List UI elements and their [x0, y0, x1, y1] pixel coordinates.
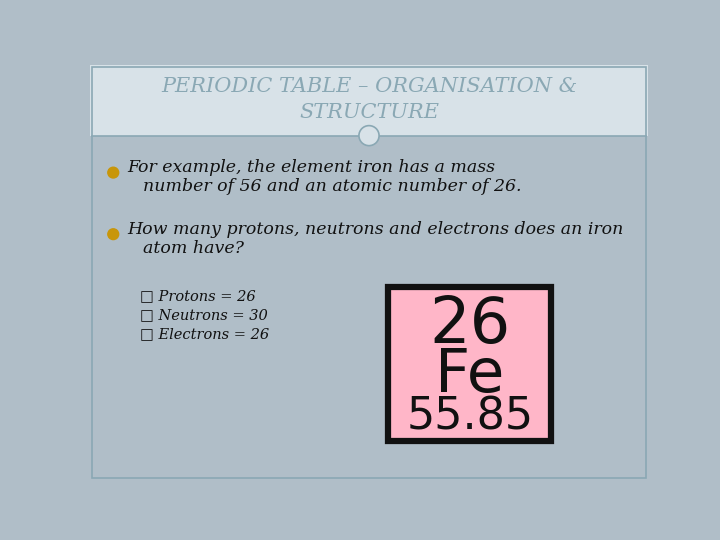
Bar — [90, 65, 648, 136]
Circle shape — [108, 229, 119, 240]
Text: number of 56 and an atomic number of 26.: number of 56 and an atomic number of 26. — [143, 178, 521, 195]
Text: □ Electrons = 26: □ Electrons = 26 — [140, 327, 269, 341]
Text: 55.85: 55.85 — [406, 396, 534, 439]
Text: How many protons, neutrons and electrons does an iron: How many protons, neutrons and electrons… — [127, 221, 624, 238]
Circle shape — [108, 167, 119, 178]
Circle shape — [359, 126, 379, 146]
Text: □ Protons = 26: □ Protons = 26 — [140, 289, 256, 303]
Text: STRUCTURE: STRUCTURE — [299, 103, 439, 122]
Text: atom have?: atom have? — [143, 240, 243, 256]
Text: PERIODIC TABLE – ORGANISATION &: PERIODIC TABLE – ORGANISATION & — [161, 77, 577, 96]
Text: Fe: Fe — [435, 346, 505, 404]
Text: 26: 26 — [429, 294, 510, 356]
Text: For example, the element iron has a mass: For example, the element iron has a mass — [127, 159, 495, 177]
Bar — [388, 287, 551, 441]
Text: □ Neutrons = 30: □ Neutrons = 30 — [140, 308, 268, 322]
